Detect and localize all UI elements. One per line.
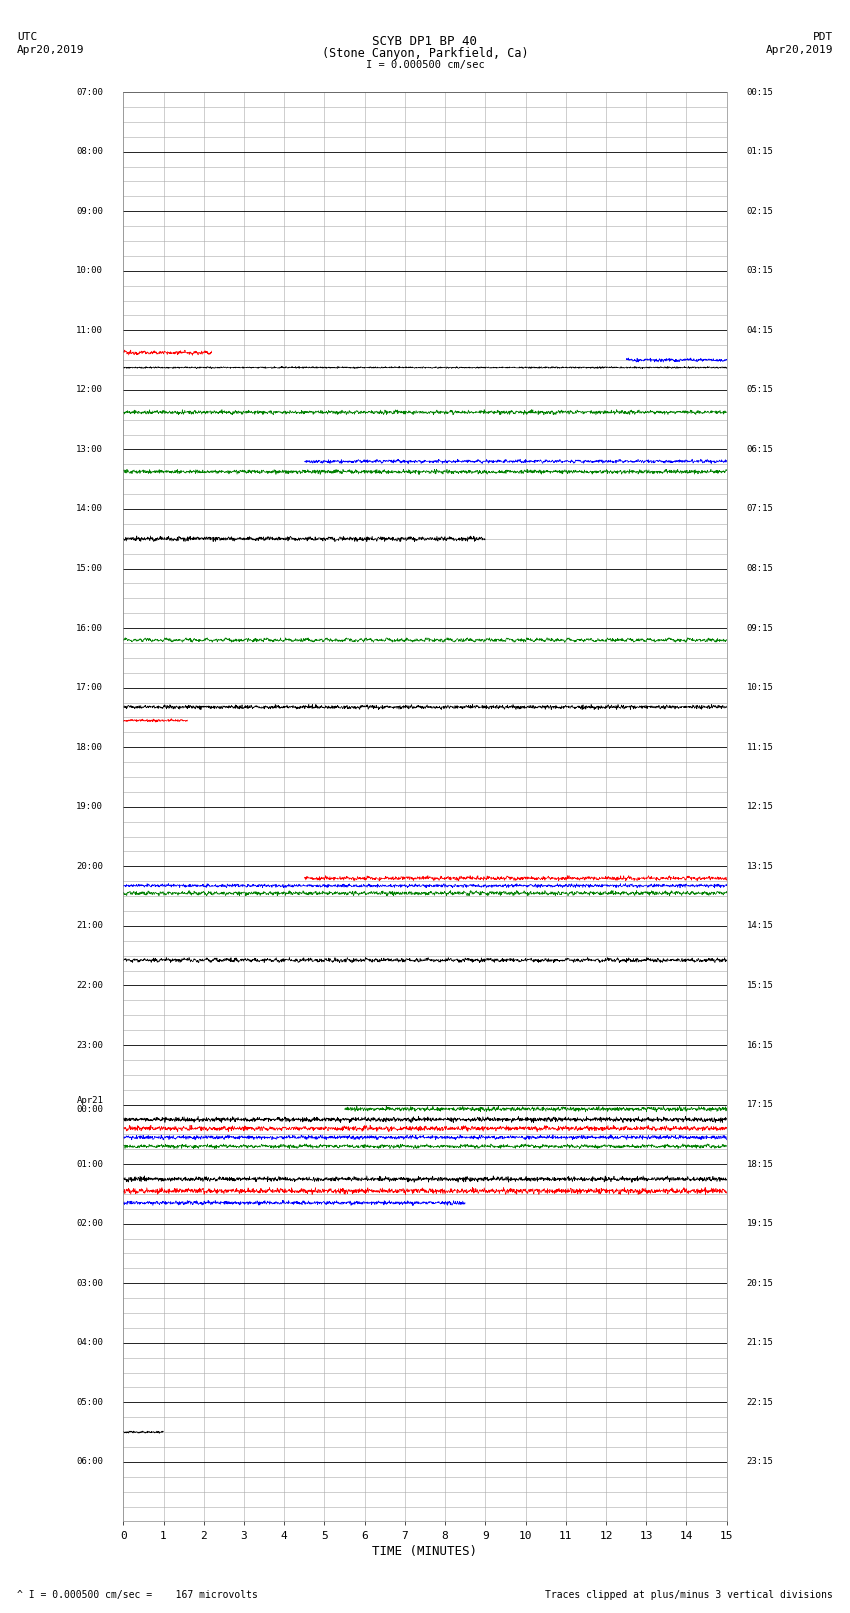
Text: 08:15: 08:15 xyxy=(747,565,774,573)
Text: 01:15: 01:15 xyxy=(747,147,774,156)
Text: 00:15: 00:15 xyxy=(747,87,774,97)
Text: UTC: UTC xyxy=(17,32,37,42)
Text: 03:15: 03:15 xyxy=(747,266,774,276)
Text: (Stone Canyon, Parkfield, Ca): (Stone Canyon, Parkfield, Ca) xyxy=(321,47,529,60)
Text: 15:00: 15:00 xyxy=(76,565,103,573)
Text: 14:15: 14:15 xyxy=(747,921,774,931)
Text: 11:15: 11:15 xyxy=(747,742,774,752)
Text: Apr20,2019: Apr20,2019 xyxy=(17,45,84,55)
Text: I = 0.000500 cm/sec: I = 0.000500 cm/sec xyxy=(366,60,484,69)
Text: 02:15: 02:15 xyxy=(747,206,774,216)
Text: 13:00: 13:00 xyxy=(76,445,103,453)
Text: 18:15: 18:15 xyxy=(747,1160,774,1169)
Text: 12:00: 12:00 xyxy=(76,386,103,394)
Text: 04:15: 04:15 xyxy=(747,326,774,336)
Text: 06:15: 06:15 xyxy=(747,445,774,453)
Text: 05:00: 05:00 xyxy=(76,1398,103,1407)
Text: 07:00: 07:00 xyxy=(76,87,103,97)
Text: 16:15: 16:15 xyxy=(747,1040,774,1050)
Text: 18:00: 18:00 xyxy=(76,742,103,752)
Text: 23:00: 23:00 xyxy=(76,1040,103,1050)
Text: 21:00: 21:00 xyxy=(76,921,103,931)
Text: 09:00: 09:00 xyxy=(76,206,103,216)
Text: 12:15: 12:15 xyxy=(747,802,774,811)
Text: 07:15: 07:15 xyxy=(747,505,774,513)
Text: 00:00: 00:00 xyxy=(76,1105,103,1113)
Text: 17:00: 17:00 xyxy=(76,684,103,692)
Text: 10:00: 10:00 xyxy=(76,266,103,276)
Text: 21:15: 21:15 xyxy=(747,1339,774,1347)
Text: 06:00: 06:00 xyxy=(76,1458,103,1466)
Text: 09:15: 09:15 xyxy=(747,624,774,632)
Text: 03:00: 03:00 xyxy=(76,1279,103,1287)
Text: Apr21: Apr21 xyxy=(76,1095,103,1105)
Text: Traces clipped at plus/minus 3 vertical divisions: Traces clipped at plus/minus 3 vertical … xyxy=(545,1590,833,1600)
Text: 05:15: 05:15 xyxy=(747,386,774,394)
Text: 23:15: 23:15 xyxy=(747,1458,774,1466)
Text: Apr20,2019: Apr20,2019 xyxy=(766,45,833,55)
Text: 22:15: 22:15 xyxy=(747,1398,774,1407)
Text: 15:15: 15:15 xyxy=(747,981,774,990)
Text: 08:00: 08:00 xyxy=(76,147,103,156)
Text: 20:00: 20:00 xyxy=(76,861,103,871)
Text: 10:15: 10:15 xyxy=(747,684,774,692)
Text: 14:00: 14:00 xyxy=(76,505,103,513)
Text: 11:00: 11:00 xyxy=(76,326,103,336)
Text: 22:00: 22:00 xyxy=(76,981,103,990)
Text: ^ I = 0.000500 cm/sec =    167 microvolts: ^ I = 0.000500 cm/sec = 167 microvolts xyxy=(17,1590,258,1600)
Text: 20:15: 20:15 xyxy=(747,1279,774,1287)
Text: SCYB DP1 BP 40: SCYB DP1 BP 40 xyxy=(372,35,478,48)
Text: 04:00: 04:00 xyxy=(76,1339,103,1347)
Text: 13:15: 13:15 xyxy=(747,861,774,871)
Text: 19:15: 19:15 xyxy=(747,1219,774,1227)
Text: PDT: PDT xyxy=(813,32,833,42)
X-axis label: TIME (MINUTES): TIME (MINUTES) xyxy=(372,1545,478,1558)
Text: 02:00: 02:00 xyxy=(76,1219,103,1227)
Text: 01:00: 01:00 xyxy=(76,1160,103,1169)
Text: 19:00: 19:00 xyxy=(76,802,103,811)
Text: 17:15: 17:15 xyxy=(747,1100,774,1110)
Text: 16:00: 16:00 xyxy=(76,624,103,632)
